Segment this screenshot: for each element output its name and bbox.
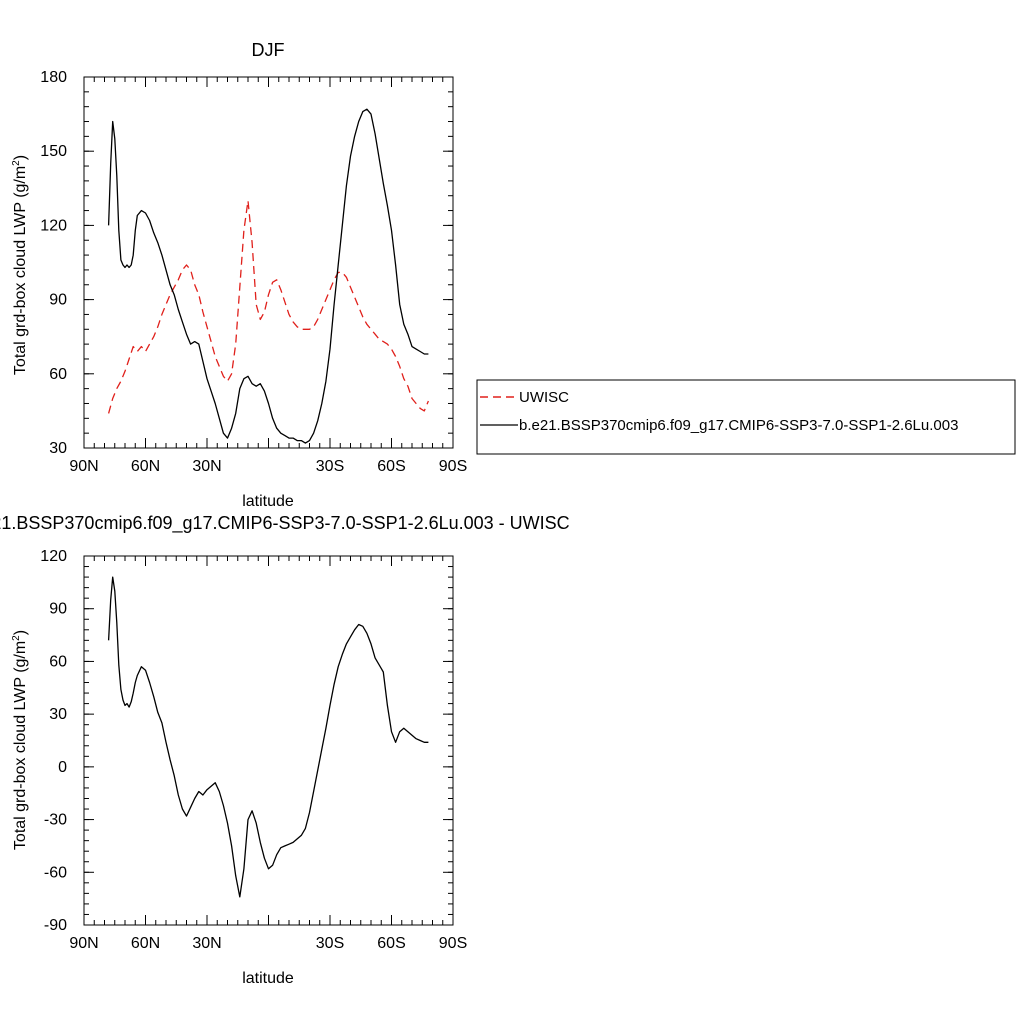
x-tick-label: 90N	[69, 935, 98, 952]
y-tick-label: 180	[40, 69, 67, 86]
x-tick-label: 90S	[439, 935, 467, 952]
legend-box	[476, 379, 1016, 455]
x-tick-label: 60N	[131, 458, 160, 475]
y-axis-label: Total grd-box cloud LWP (g/m2)	[11, 155, 29, 375]
x-tick-label: 60N	[131, 935, 160, 952]
plot-area: 90N 60N 30N 30S 60S 90S 30 60 90 120 150 180	[40, 69, 467, 475]
chart-panel-top: DJF 90N 60N 30N 30S 60S 90S 30 60 90 120 150 180 la…	[11, 40, 467, 510]
series-line-0	[107, 200, 430, 414]
x-tick-label: 30N	[192, 458, 221, 475]
x-tick-label: 90N	[69, 458, 98, 475]
legend: UWISC b.e21.BSSP370cmip6.f09_g17.CMIP6-S…	[476, 379, 1016, 455]
y-tick-label: 90	[49, 601, 67, 618]
y-tick-label: 90	[49, 292, 67, 309]
y-tick-label: 0	[58, 759, 67, 776]
y-tick-label: 60	[49, 366, 67, 383]
chart-panel-bottom: b.e21.BSSP370cmip6.f09_g17.CMIP6-SSP3-7.…	[0, 513, 570, 987]
x-tick-label: 60S	[377, 458, 405, 475]
x-tick-label: 30S	[316, 935, 344, 952]
legend-label-model: b.e21.BSSP370cmip6.f09_g17.CMIP6-SSP3-7.…	[519, 417, 958, 434]
y-axis-label: Total grd-box cloud LWP (g/m2)	[11, 630, 29, 850]
x-tick-label: 60S	[377, 935, 405, 952]
series-line-1	[107, 108, 429, 444]
chart-title: DJF	[252, 40, 285, 60]
y-tick-label: -90	[44, 917, 67, 934]
y-tick-label: 150	[40, 143, 67, 160]
x-tick-label: 30N	[192, 935, 221, 952]
plot-frame	[83, 555, 454, 926]
x-axis-label: latitude	[242, 493, 294, 510]
y-tick-label: 60	[49, 653, 67, 670]
plot-frame	[83, 76, 454, 449]
legend-label-uwisc: UWISC	[519, 389, 569, 406]
y-tick-label: -30	[44, 812, 67, 829]
series-line-0	[107, 576, 429, 898]
y-tick-label: 30	[49, 440, 67, 457]
y-tick-label: 120	[40, 548, 67, 565]
chart-title: b.e21.BSSP370cmip6.f09_g17.CMIP6-SSP3-7.…	[0, 513, 570, 534]
y-tick-label: -60	[44, 864, 67, 881]
plot-area: 90N 60N 30N 30S 60S 90S -90 -60 -30 0 30 60 90 120	[40, 548, 467, 952]
x-axis-label: latitude	[242, 970, 294, 987]
x-tick-label: 90S	[439, 458, 467, 475]
y-tick-label: 30	[49, 706, 67, 723]
y-tick-label: 120	[40, 217, 67, 234]
x-tick-label: 30S	[316, 458, 344, 475]
